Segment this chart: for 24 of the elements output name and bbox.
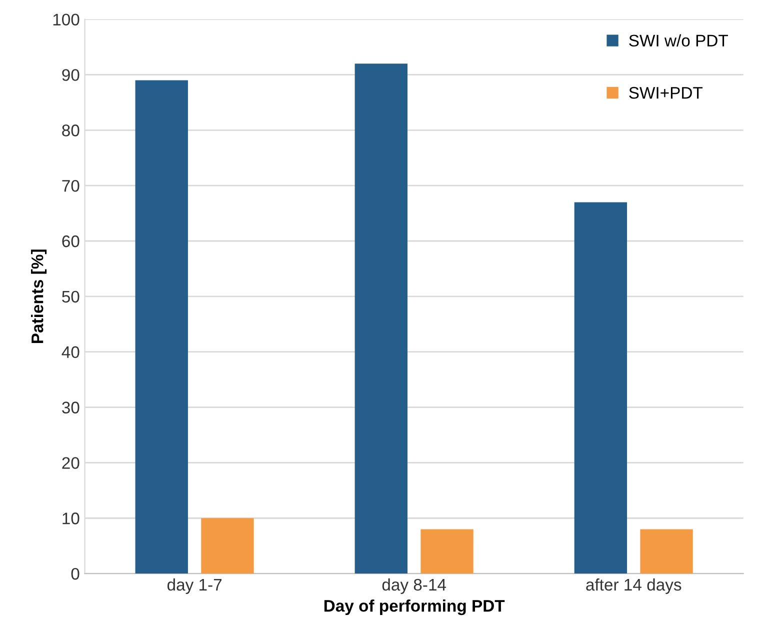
legend-label: SWI+PDT bbox=[629, 86, 703, 99]
x-tick-label: day 8-14 bbox=[382, 578, 446, 594]
x-tick-label: day 1-7 bbox=[167, 578, 222, 594]
x-tick-label: after 14 days bbox=[586, 578, 682, 594]
y-tick-label: 0 bbox=[71, 568, 80, 580]
y-tick-label: 60 bbox=[62, 235, 80, 248]
bar bbox=[354, 64, 408, 574]
y-tick-label: 30 bbox=[62, 402, 80, 414]
y-tick-label: 100 bbox=[53, 14, 80, 26]
x-axis-title: Day of performing PDT bbox=[324, 600, 505, 616]
y-tick-label: 20 bbox=[62, 457, 80, 469]
y-tick-label: 40 bbox=[62, 346, 80, 358]
bar bbox=[201, 518, 254, 574]
y-tick-label: 90 bbox=[62, 69, 80, 81]
y-tick-label: 50 bbox=[62, 290, 80, 303]
legend-label: SWI w/o PDT bbox=[629, 34, 728, 47]
y-axis-title: Patients [%] bbox=[31, 250, 47, 343]
bar bbox=[420, 529, 474, 574]
bar bbox=[135, 80, 188, 574]
y-tick-label: 80 bbox=[62, 124, 80, 136]
y-tick-label: 70 bbox=[62, 180, 80, 192]
y-tick-label: 10 bbox=[62, 512, 80, 524]
bar bbox=[640, 529, 693, 574]
bar bbox=[574, 202, 628, 574]
